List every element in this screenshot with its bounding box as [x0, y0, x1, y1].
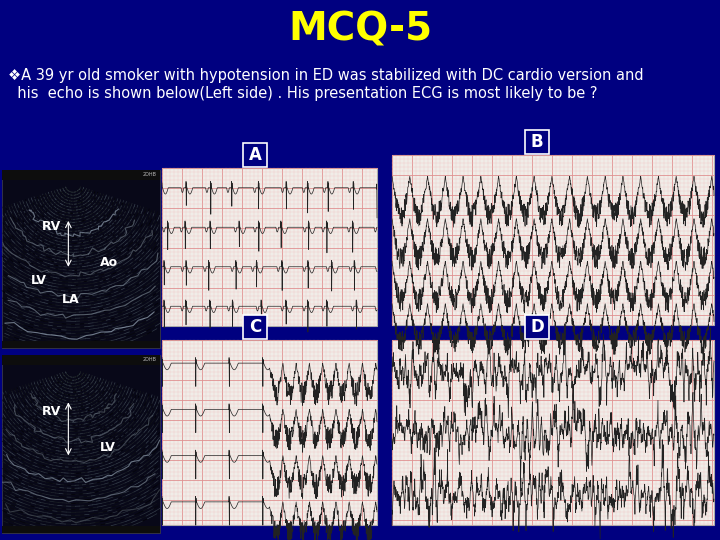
Text: A: A	[249, 146, 261, 164]
Text: MCQ-5: MCQ-5	[288, 11, 432, 49]
Text: LV: LV	[100, 441, 116, 454]
Bar	[2, 170, 160, 180]
Bar	[243, 315, 267, 340]
Text: RV: RV	[42, 406, 60, 419]
Bar	[392, 340, 714, 525]
Bar	[2, 526, 160, 533]
Text: Ao: Ao	[100, 256, 118, 269]
Text: RV: RV	[42, 220, 60, 233]
Text: 2DHB: 2DHB	[143, 357, 157, 362]
Bar	[162, 340, 377, 525]
Bar	[525, 130, 549, 154]
Bar	[2, 170, 160, 348]
Bar	[392, 155, 714, 325]
Bar	[2, 355, 160, 365]
Bar	[2, 341, 160, 348]
Text: LA: LA	[62, 293, 80, 306]
Text: ❖A 39 yr old smoker with hypotension in ED was stabilized with DC cardio version: ❖A 39 yr old smoker with hypotension in …	[8, 68, 644, 83]
Bar	[243, 143, 267, 167]
Bar	[2, 355, 160, 533]
Text: B: B	[531, 133, 544, 151]
Text: LV: LV	[30, 274, 46, 287]
Bar	[162, 168, 377, 326]
Text: D: D	[531, 318, 544, 336]
Text: 2DHB: 2DHB	[143, 172, 157, 177]
Text: C: C	[249, 318, 261, 336]
Bar	[525, 315, 549, 340]
Text: his  echo is shown below(Left side) . His presentation ECG is most likely to be : his echo is shown below(Left side) . His…	[8, 86, 598, 101]
